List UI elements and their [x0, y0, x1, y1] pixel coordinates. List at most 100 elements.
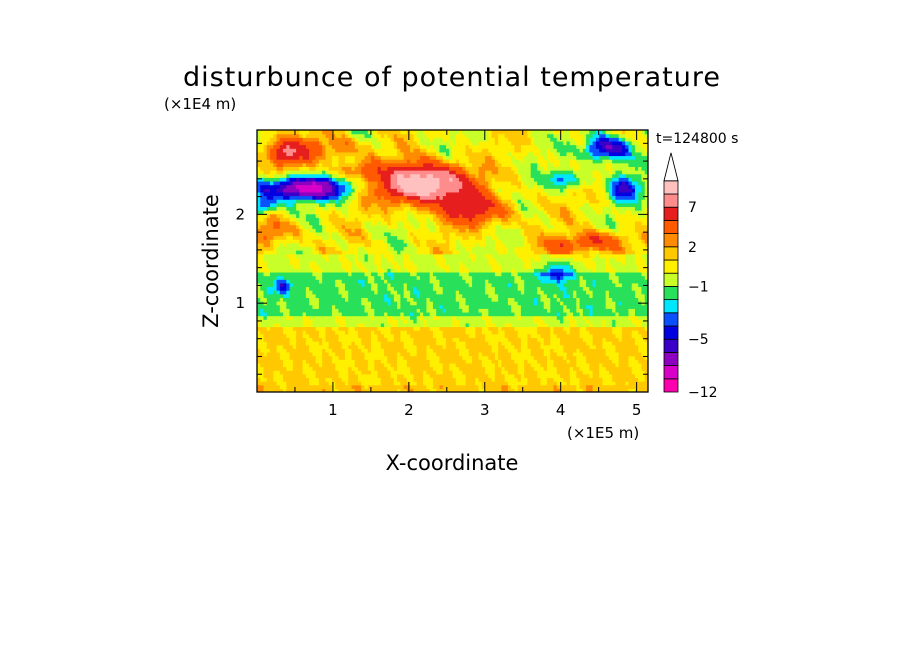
contour-cell	[546, 268, 551, 273]
contour-cell	[602, 130, 607, 135]
contour-cell	[299, 140, 320, 146]
contour-cell	[318, 301, 362, 306]
colorbar-tick-label: 2	[688, 240, 697, 256]
contour-cell	[361, 173, 366, 178]
contour-cell	[501, 366, 506, 371]
contour-cell	[599, 231, 610, 237]
contour-cell	[292, 344, 297, 349]
contour-cell	[309, 315, 336, 320]
contour-cell	[501, 362, 519, 368]
contour-cell	[615, 220, 620, 226]
contour-cell	[403, 290, 411, 295]
contour-cell	[485, 159, 496, 164]
contour-cell	[641, 351, 648, 357]
contour-cell	[436, 155, 444, 160]
contour-cell	[344, 315, 372, 320]
contour-cell	[273, 133, 278, 138]
contour-cell	[485, 370, 496, 375]
contour-cell	[279, 177, 287, 182]
contour-cell	[380, 261, 392, 266]
contour-cell	[517, 333, 529, 339]
contour-cell	[608, 293, 636, 298]
contour-cell	[514, 170, 519, 175]
contour-cell	[416, 381, 424, 386]
contour-cell	[338, 326, 349, 331]
contour-cell	[331, 177, 336, 182]
contour-cell	[436, 308, 444, 313]
contour-cell	[537, 239, 545, 244]
contour-cell	[498, 140, 512, 146]
contour-cell	[380, 253, 385, 258]
contour-cell	[410, 220, 421, 226]
contour-cell	[387, 293, 395, 298]
contour-cell	[595, 261, 607, 266]
contour-cell	[397, 180, 441, 186]
contour-cell	[270, 239, 274, 244]
contour-cell	[387, 246, 395, 251]
contour-cell	[605, 322, 613, 328]
contour-cell	[556, 333, 581, 339]
contour-cell	[348, 231, 362, 237]
contour-cell	[400, 199, 405, 204]
contour-cell	[579, 279, 587, 284]
contour-cell	[270, 188, 278, 193]
contour-cell	[566, 290, 574, 295]
contour-cell	[612, 206, 617, 211]
contour-cell	[351, 271, 366, 277]
contour-cell	[442, 308, 447, 313]
contour-cell	[338, 228, 346, 233]
contour-cell	[595, 191, 607, 197]
contour-cell	[257, 148, 265, 153]
contour-cell	[514, 268, 535, 273]
contour-cell	[537, 242, 545, 248]
contour-cell	[331, 144, 356, 149]
contour-cell	[569, 206, 581, 211]
contour-cell	[491, 217, 502, 222]
contour-cell	[279, 351, 291, 357]
contour-cell	[498, 195, 502, 200]
contour-cell	[530, 130, 555, 135]
contour-cell	[459, 304, 470, 309]
colorbar-tick-label: −5	[688, 332, 709, 348]
contour-cell	[455, 242, 463, 248]
contour-cell	[266, 326, 271, 331]
contour-cell	[442, 366, 450, 371]
contour-cell	[569, 293, 574, 298]
contour-cell	[527, 341, 542, 346]
contour-cell	[387, 268, 392, 273]
contour-cell	[390, 275, 395, 280]
contour-cell	[608, 271, 617, 277]
contour-cell	[644, 257, 648, 262]
contour-cell	[533, 137, 551, 142]
contour-cell	[260, 268, 271, 273]
contour-cell	[468, 308, 480, 313]
contour-cell	[393, 337, 401, 342]
contour-cell	[341, 231, 349, 237]
contour-cell	[348, 293, 385, 298]
contour-cell	[478, 180, 489, 186]
contour-cell	[608, 290, 636, 295]
contour-cell	[589, 362, 600, 368]
contour-cell	[501, 195, 512, 200]
contour-cell	[429, 344, 444, 349]
contour-cell	[615, 348, 639, 353]
contour-cell	[289, 293, 307, 298]
contour-cell	[501, 384, 509, 389]
contour-cell	[426, 144, 431, 149]
contour-cell	[504, 333, 519, 339]
contour-cell	[485, 286, 496, 291]
contour-cell	[468, 333, 476, 339]
contour-cell	[439, 355, 463, 360]
contour-cell	[550, 271, 564, 277]
contour-cell	[322, 220, 333, 226]
contour-cell	[595, 279, 613, 284]
contour-cell	[279, 308, 291, 313]
contour-cell	[641, 199, 648, 204]
contour-cell	[592, 155, 600, 160]
contour-cell	[579, 366, 590, 371]
contour-cell	[595, 344, 603, 349]
contour-cell	[390, 330, 401, 335]
contour-cell	[638, 213, 646, 218]
contour-cell	[338, 286, 346, 291]
contour-cell	[491, 377, 496, 382]
